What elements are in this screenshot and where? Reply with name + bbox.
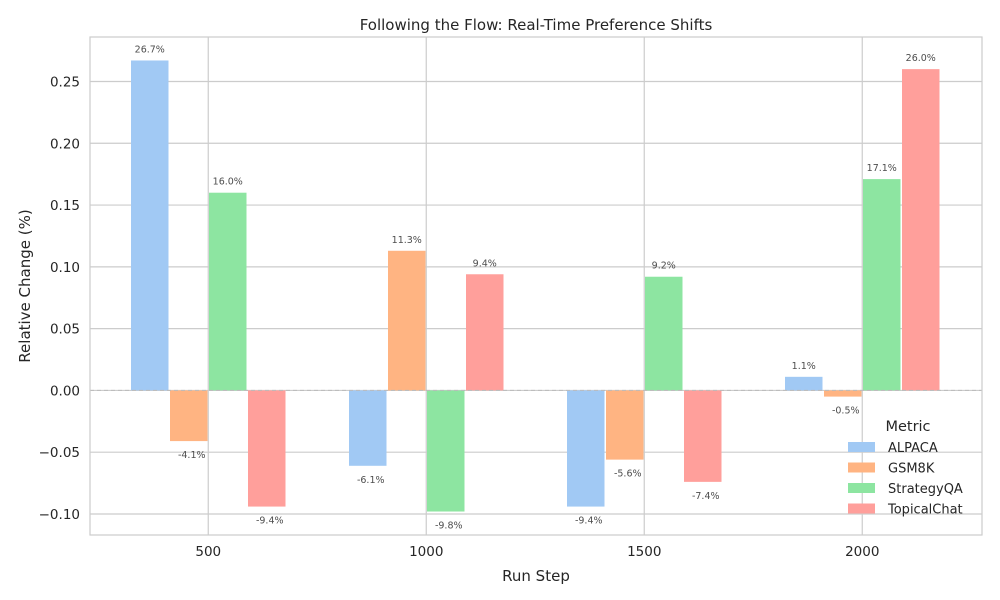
bar xyxy=(606,390,644,460)
data-label: 9.4% xyxy=(473,258,497,269)
data-label: -9.8% xyxy=(435,521,463,532)
legend-entry: ALPACA xyxy=(888,441,938,456)
data-label: -5.6% xyxy=(614,469,642,480)
x-tick-label: 2000 xyxy=(845,544,879,560)
bar xyxy=(567,390,605,507)
legend-swatch xyxy=(848,483,875,493)
bar xyxy=(131,60,169,391)
data-label-layer: 26.7% -6.1% -9.4% 1.1% -4.1% 11.3% -5.6% -0.5% 1… xyxy=(90,44,982,532)
y-tick-label: 0.00 xyxy=(50,383,80,399)
legend: Metric ALPACA GSM8K StrategyQA TopicalChat xyxy=(848,419,963,518)
y-tick-label: 0.20 xyxy=(50,136,80,152)
data-label: 26.7% xyxy=(135,44,165,55)
x-tick-label: 1000 xyxy=(409,544,443,560)
bar xyxy=(427,390,465,512)
bar xyxy=(684,390,722,482)
bar xyxy=(785,376,823,391)
bar xyxy=(388,250,426,391)
chart-title: Following the Flow: Real-Time Preference… xyxy=(360,16,713,34)
bar xyxy=(209,192,247,391)
data-label: -9.4% xyxy=(575,516,603,527)
data-label: 26.0% xyxy=(906,53,936,64)
tick-layer: −0.10 −0.05 0.00 0.05 0.10 0.15 0.20 0.25 500 100… xyxy=(39,74,880,560)
legend-entry: GSM8K xyxy=(888,462,935,477)
legend-swatch xyxy=(848,442,875,452)
bar xyxy=(248,390,286,507)
bar xyxy=(863,179,901,391)
data-label: 11.3% xyxy=(392,235,422,246)
plot-frame xyxy=(89,36,983,536)
y-tick-label: 0.15 xyxy=(50,198,80,214)
y-axis-label: Relative Change (%) xyxy=(16,209,34,362)
legend-swatch xyxy=(848,462,875,473)
bar xyxy=(824,390,862,397)
legend-swatch xyxy=(848,503,875,514)
x-tick-label: 500 xyxy=(195,544,221,560)
data-label: 17.1% xyxy=(867,163,897,174)
data-label: -4.1% xyxy=(178,450,206,461)
data-label: -0.5% xyxy=(832,406,860,417)
bar xyxy=(645,276,683,391)
bar xyxy=(170,390,208,442)
bar xyxy=(902,69,940,391)
legend-entry: TopicalChat xyxy=(887,503,963,518)
x-tick-label: 1500 xyxy=(627,544,661,560)
y-tick-label: 0.05 xyxy=(50,322,80,338)
data-label: -9.4% xyxy=(256,516,284,527)
data-label: 16.0% xyxy=(213,177,243,188)
x-axis-label: Run Step xyxy=(502,567,570,585)
y-tick-label: 0.25 xyxy=(50,74,80,90)
data-label: 1.1% xyxy=(792,361,816,372)
y-tick-label: −0.05 xyxy=(39,445,80,461)
bar xyxy=(466,274,504,391)
legend-title: Metric xyxy=(885,419,930,435)
y-tick-label: 0.10 xyxy=(50,260,80,276)
y-tick-label: −0.10 xyxy=(39,507,80,523)
data-label: 9.2% xyxy=(652,261,676,272)
data-label: -7.4% xyxy=(692,491,720,502)
bar xyxy=(349,390,387,466)
data-label: -6.1% xyxy=(357,475,385,486)
bar-layer xyxy=(131,60,940,512)
legend-entry: StrategyQA xyxy=(888,482,963,497)
